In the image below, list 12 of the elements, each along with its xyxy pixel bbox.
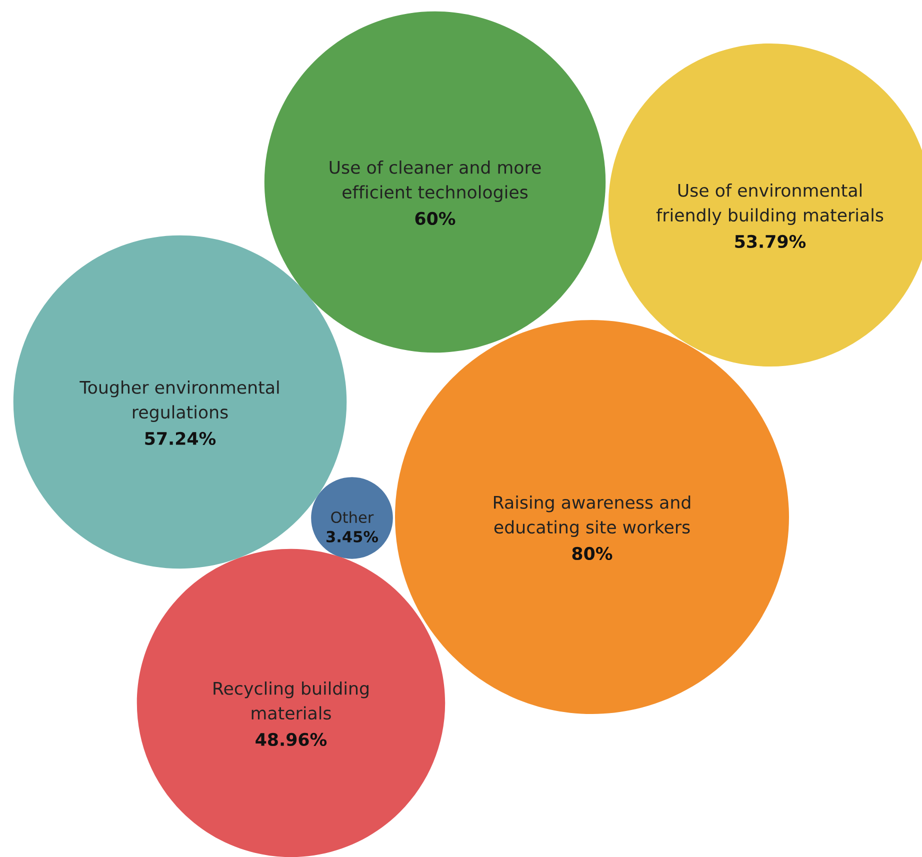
category-label: Use of cleaner and more efficient technologies: [330, 160, 541, 202]
category-label: Tougher environmental regulations: [80, 380, 279, 422]
category-label: Other: [331, 511, 374, 524]
category-label: Use of environmental friendly building materials: [656, 183, 884, 225]
category-label: Recycling building materials: [214, 681, 368, 720]
data-label: 48.96%: [256, 732, 327, 746]
data-label: 3.45%: [326, 530, 378, 542]
data-label: 57.24%: [145, 432, 216, 446]
category-label: Raising awareness and educating site workers: [494, 495, 690, 537]
data-label: 80%: [572, 546, 612, 560]
data-label: 53.79%: [735, 234, 806, 248]
data-label: 60%: [415, 212, 456, 226]
